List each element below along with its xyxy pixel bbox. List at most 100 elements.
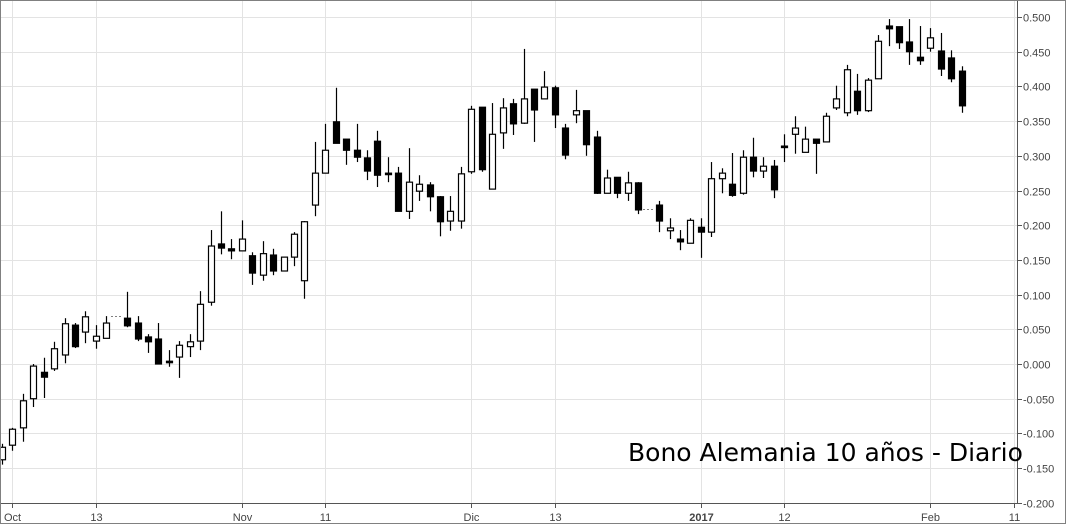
candle	[707, 162, 716, 237]
candle	[958, 66, 967, 113]
candle-body-down	[40, 371, 49, 378]
candle	[321, 123, 330, 174]
y-tick-label: 0.350	[1023, 117, 1051, 129]
candle-body-down	[530, 88, 539, 111]
candle-body-down	[248, 255, 257, 274]
candle-body-down	[676, 238, 685, 243]
candle-body-down	[71, 324, 80, 348]
candle	[926, 28, 935, 52]
candle-body-up	[321, 149, 330, 174]
candle-body-up	[822, 115, 831, 143]
candle-body-up	[520, 98, 529, 124]
candle	[582, 110, 591, 156]
candle-body-up	[926, 37, 935, 49]
y-tick-label: 0.050	[1023, 325, 1051, 337]
candle	[19, 393, 28, 442]
candle-body-up	[467, 108, 476, 173]
candle	[499, 98, 508, 149]
candle	[905, 19, 914, 65]
candle	[551, 85, 560, 129]
candle	[373, 130, 382, 188]
candle-body-down	[394, 172, 403, 212]
candle-body-up	[61, 323, 70, 356]
candle-body-down	[593, 136, 602, 194]
candle	[363, 150, 372, 181]
candle	[186, 334, 195, 358]
candle-body-up	[207, 245, 216, 303]
candle-body-up	[707, 178, 716, 233]
candle	[290, 232, 299, 267]
candle	[666, 218, 675, 240]
candle-body-down	[217, 243, 226, 249]
candle-body-up	[832, 98, 841, 109]
candle-body-down	[384, 172, 393, 176]
candle	[478, 106, 487, 172]
candle	[895, 26, 904, 49]
candle-body-up	[874, 40, 883, 80]
candle-body-up	[175, 344, 184, 358]
candle-body-up	[81, 316, 90, 333]
y-tick-label: 0.000	[1023, 360, 1051, 372]
candle-body-up	[290, 233, 299, 258]
candle	[353, 123, 362, 163]
candle-body-up	[572, 110, 581, 116]
candle	[123, 291, 132, 328]
candle	[415, 175, 424, 201]
candle	[426, 182, 435, 212]
candle-body-down	[332, 121, 341, 144]
candle-body-up	[624, 182, 633, 194]
candle-body-down	[812, 138, 821, 144]
candle	[634, 182, 643, 215]
candle	[40, 357, 49, 399]
candle-body-down	[853, 90, 862, 112]
candle-body-down	[905, 41, 914, 53]
candle-body-up	[259, 253, 268, 276]
candle	[467, 105, 476, 174]
candle	[843, 64, 852, 117]
candle	[728, 153, 737, 197]
candle-body-up	[29, 365, 38, 400]
chart-title: Bono Alemania 10 años - Diario	[628, 438, 1023, 467]
candle	[572, 89, 581, 124]
candle	[509, 98, 518, 135]
candle	[165, 350, 174, 367]
candle-body-down	[363, 157, 372, 172]
candle	[530, 88, 539, 142]
candle-body-down	[916, 56, 925, 62]
candle-body-down	[342, 138, 351, 151]
candle-body-up	[843, 69, 852, 114]
candle	[196, 291, 205, 351]
candle-body-up	[238, 238, 247, 252]
candle	[676, 230, 685, 251]
candle-body-down	[353, 149, 362, 158]
candle	[801, 126, 810, 153]
candle-body-up	[1, 446, 7, 461]
x-tick-label: 13	[549, 512, 561, 523]
x-tick-label: Nov	[233, 512, 253, 523]
candles	[1, 19, 967, 465]
candle	[300, 221, 309, 299]
candle	[8, 427, 17, 451]
candle-body-down	[958, 70, 967, 107]
candle	[749, 137, 758, 178]
candle-body-up	[19, 400, 28, 429]
candle	[791, 116, 800, 154]
candle	[238, 220, 247, 252]
candle	[832, 85, 841, 110]
candle	[947, 50, 956, 83]
candle	[864, 78, 873, 113]
candle	[311, 141, 320, 217]
candle	[697, 218, 706, 258]
candle-body-down	[582, 110, 591, 146]
candle-body-down	[154, 338, 163, 365]
candle	[593, 130, 602, 194]
candle-body-down	[436, 196, 445, 223]
y-tick-label: -0.200	[1023, 499, 1054, 511]
candle-body-up	[300, 221, 309, 282]
y-tick-label: 0.450	[1023, 48, 1051, 60]
candle	[446, 196, 455, 231]
candle	[332, 87, 341, 144]
candle	[280, 256, 289, 272]
x-tick-label: 11	[320, 512, 331, 523]
